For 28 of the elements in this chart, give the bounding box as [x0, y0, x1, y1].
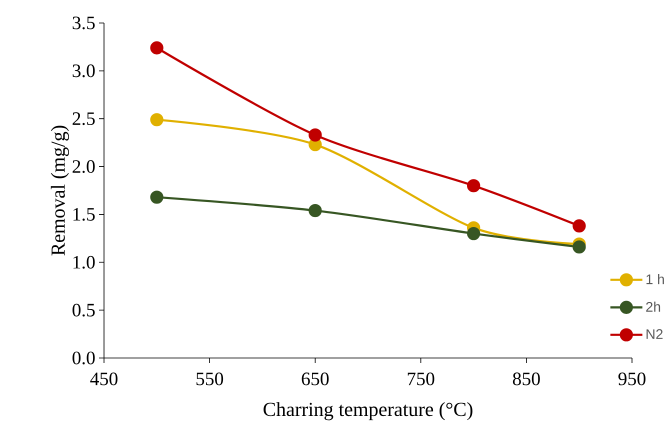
legend-label: N2 — [646, 329, 663, 339]
y-tick-label: 2.5 — [72, 112, 95, 126]
y-tick-label: 3.0 — [72, 64, 95, 78]
x-axis-title: Charring temperature (°C) — [264, 402, 472, 420]
legend-label: 1 h — [646, 274, 664, 284]
y-tick-label: 1.5 — [73, 208, 95, 221]
x-tick-label: 650 — [302, 372, 329, 386]
point — [572, 219, 586, 232]
y-axis-title: Removal (mg/g) — [50, 126, 69, 256]
point — [150, 113, 164, 126]
y-tick-label: 1.0 — [73, 256, 95, 269]
point — [467, 226, 480, 240]
point — [308, 204, 322, 218]
point — [308, 128, 322, 142]
y-tick-label: 0.5 — [72, 304, 95, 317]
y-tick-label: 2.0 — [72, 160, 95, 173]
y-tick-label: 3.5 — [72, 16, 95, 30]
point — [467, 179, 480, 192]
y-tick-label: 0.0 — [72, 352, 95, 364]
x-tick-label: 450 — [90, 372, 118, 386]
x-tick-label: 950 — [618, 372, 646, 386]
point — [150, 190, 164, 204]
point — [572, 240, 586, 254]
x-tick-label: 850 — [512, 372, 540, 386]
legend-label: 2h — [646, 302, 660, 312]
x-tick-label: 750 — [408, 372, 434, 386]
point — [150, 41, 164, 54]
x-tick-label: 550 — [196, 372, 224, 386]
